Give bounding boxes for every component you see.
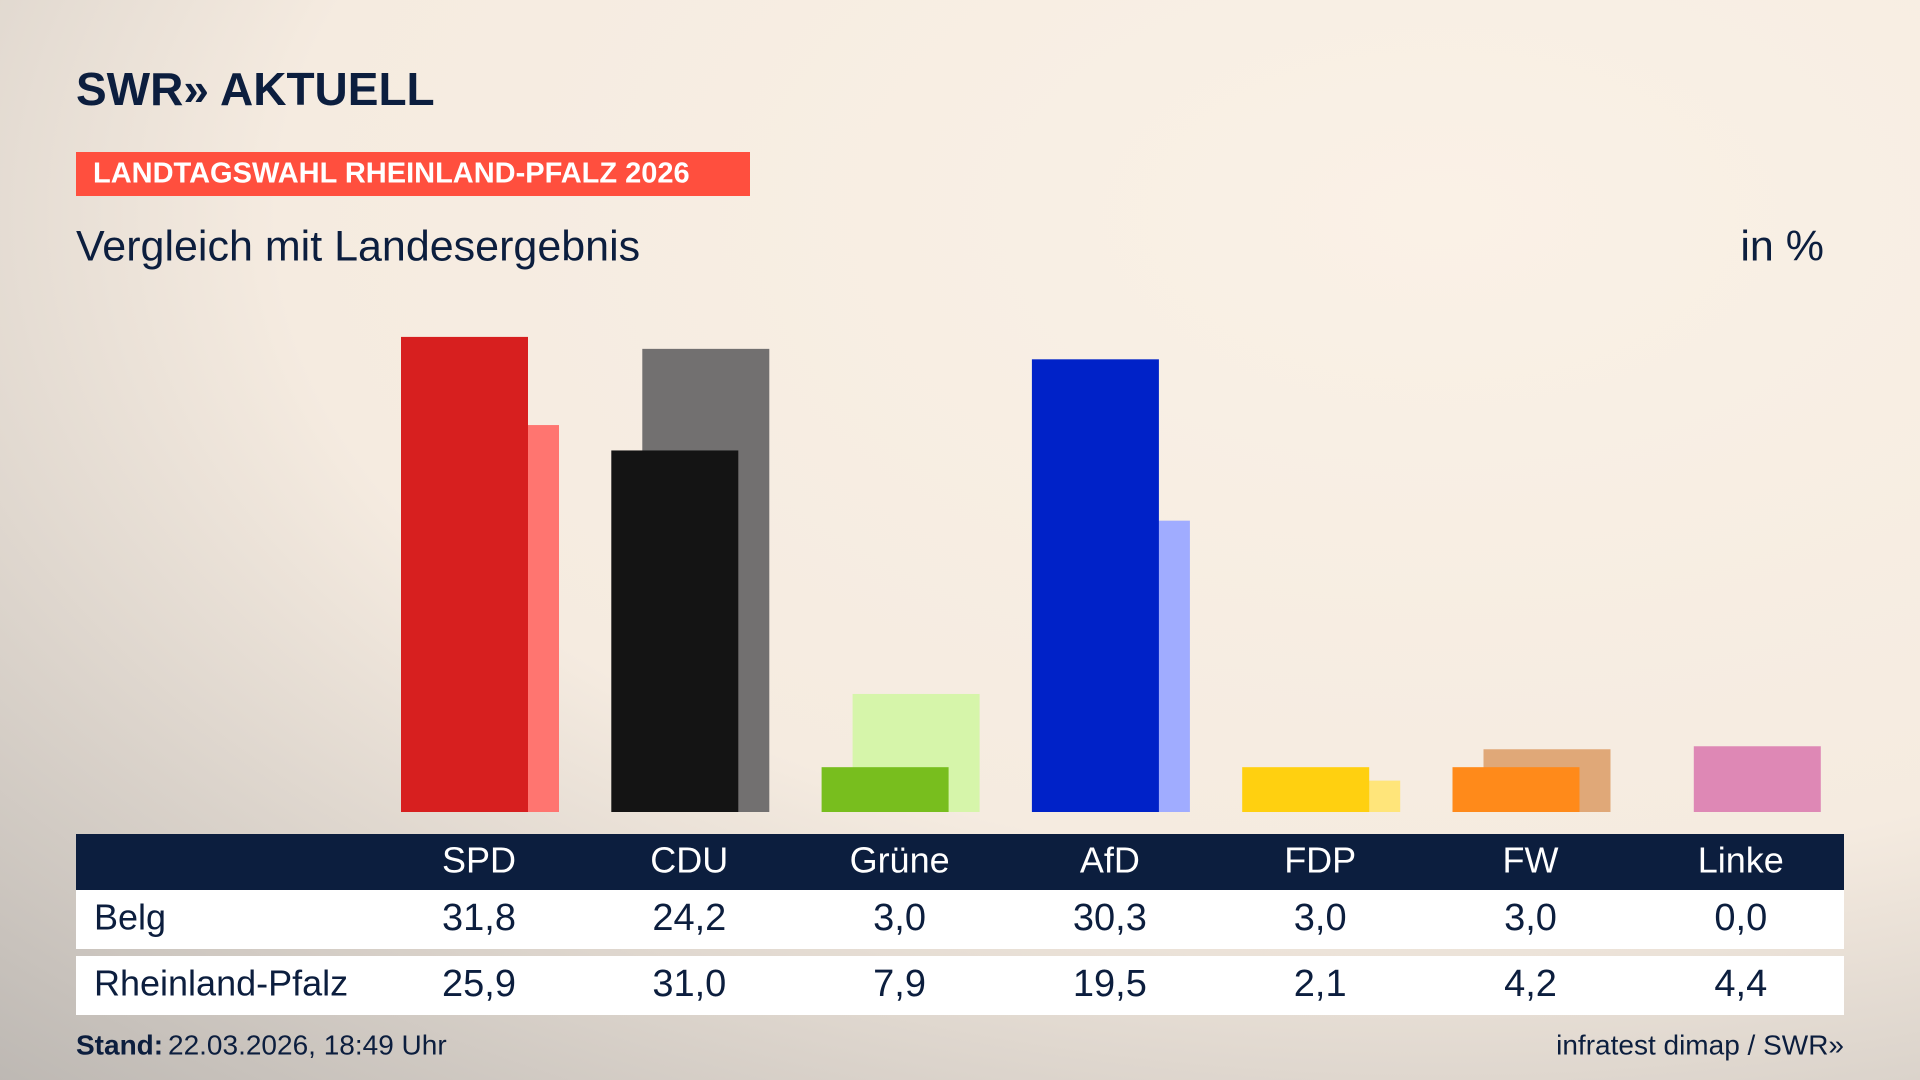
value-label: 2,1 <box>1294 963 1347 1005</box>
value-label: 25,9 <box>442 963 516 1005</box>
column-header: FDP <box>1284 840 1356 881</box>
stand: 22.03.2026, 18:49 Uhr <box>168 1029 447 1060</box>
value-label: 31,0 <box>652 963 726 1005</box>
column-header: Grüne <box>850 840 950 881</box>
value-label: 31,8 <box>442 897 516 939</box>
value-label: 4,2 <box>1504 963 1557 1005</box>
row-header: Belg <box>94 897 166 938</box>
bar <box>1031 359 1159 812</box>
bar <box>1693 746 1821 812</box>
bar <box>401 336 528 812</box>
value-label: 7,9 <box>873 963 926 1005</box>
chart-title: Vergleich mit Landesergebnis <box>76 222 640 270</box>
row-header: Rheinland-Pfalz <box>94 963 348 1004</box>
source: infratest dimap / SWR» <box>1556 1029 1844 1060</box>
stand-label: Stand: <box>76 1029 163 1060</box>
value-label: 24,2 <box>652 897 726 939</box>
column-header: AfD <box>1080 840 1140 881</box>
bar <box>611 450 739 812</box>
value-label: 3,0 <box>1504 897 1557 939</box>
unit: in % <box>1740 222 1824 270</box>
value-label: 4,4 <box>1714 963 1767 1005</box>
bar <box>821 767 949 812</box>
column-header: Linke <box>1698 840 1784 881</box>
column-header: FW <box>1503 840 1559 881</box>
tag-box <box>76 152 750 196</box>
column-header: SPD <box>442 840 516 881</box>
column-header: CDU <box>650 840 728 881</box>
bar <box>1242 767 1370 812</box>
brand-logo: SWR» <box>76 63 209 115</box>
tag: LANDTAGSWAHL RHEINLAND-PFALZ 2026 <box>93 158 690 190</box>
table-header <box>76 834 1844 890</box>
table-row <box>76 956 1844 1015</box>
value-label: 30,3 <box>1073 897 1147 939</box>
table-row <box>76 890 1844 949</box>
value-label: 3,0 <box>873 897 926 939</box>
bar <box>1452 767 1580 812</box>
value-label: 3,0 <box>1294 897 1347 939</box>
brand-name: AKTUELL <box>220 63 435 115</box>
value-label: 19,5 <box>1073 963 1147 1005</box>
value-label: 0,0 <box>1714 897 1767 939</box>
